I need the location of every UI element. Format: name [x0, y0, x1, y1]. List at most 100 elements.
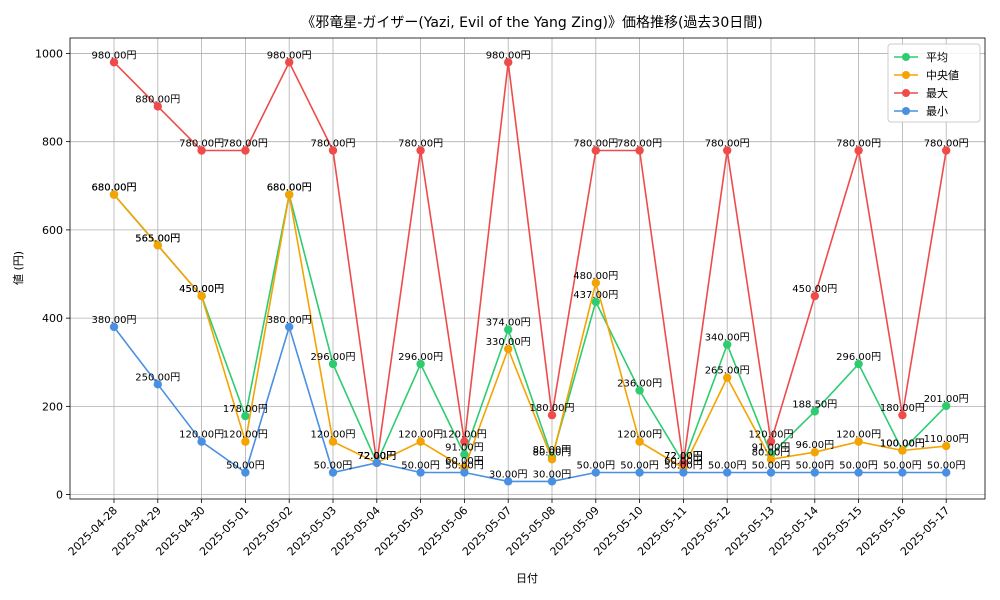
- data-point: [854, 468, 863, 477]
- data-point: [766, 437, 776, 446]
- data-label: 50.00円: [795, 461, 834, 472]
- y-tick-label: 400: [42, 312, 63, 325]
- legend-label: 最大: [926, 86, 948, 100]
- data-point: [591, 297, 600, 307]
- data-label: 980.00円: [92, 50, 137, 61]
- data-label: 250.00円: [135, 372, 180, 383]
- data-label: 780.00円: [223, 138, 268, 149]
- data-point: [460, 450, 469, 459]
- data-point: [810, 468, 819, 477]
- data-label: 330.00円: [486, 337, 531, 348]
- data-label: 120.00円: [223, 430, 268, 441]
- data-label: 50.00円: [839, 461, 878, 472]
- data-label: 72.00円: [357, 451, 396, 462]
- data-label: 565.00円: [135, 233, 180, 244]
- series-layer: [109, 58, 951, 486]
- y-tick-label: 800: [42, 136, 63, 149]
- data-point: [854, 359, 863, 369]
- data-label: 50.00円: [576, 461, 615, 472]
- series-line-1: [113, 194, 947, 470]
- data-label: 980.00円: [486, 50, 531, 61]
- data-label: 296.00円: [836, 352, 881, 363]
- data-label: 72.00円: [664, 451, 703, 462]
- data-label: 120.00円: [836, 430, 881, 441]
- y-tick-label: 200: [42, 400, 63, 413]
- y-axis-label: 値 (円): [12, 251, 25, 285]
- data-point: [416, 359, 425, 369]
- data-label: 60.00円: [664, 456, 703, 467]
- data-label: 50.00円: [314, 461, 353, 472]
- data-point: [679, 458, 688, 468]
- data-point: [153, 102, 162, 111]
- data-point: [504, 477, 513, 486]
- data-label: 980.00円: [267, 50, 312, 61]
- data-label: 178.00円: [223, 404, 268, 415]
- data-point: [504, 344, 513, 354]
- data-label: 450.00円: [179, 284, 224, 295]
- data-label: 85.00円: [533, 445, 572, 456]
- data-label: 120.00円: [398, 430, 443, 441]
- data-label: 96.00円: [795, 440, 834, 451]
- data-point: [460, 437, 469, 446]
- data-label: 50.00円: [883, 461, 922, 472]
- data-point: [591, 468, 600, 477]
- legend-label: 最小: [926, 105, 948, 118]
- data-point: [328, 359, 338, 369]
- data-label: 340.00円: [705, 333, 750, 344]
- legend-marker: [902, 53, 910, 61]
- data-label: 680.00円: [92, 183, 137, 194]
- data-label: 437.00円: [573, 290, 618, 301]
- data-point: [109, 190, 119, 199]
- data-point: [328, 146, 338, 155]
- data-point: [504, 325, 513, 334]
- data-label: 72.00円: [357, 451, 396, 462]
- y-axis-ticks: 0 200 400 600 800 1000: [35, 47, 70, 502]
- data-label: 50.00円: [708, 461, 747, 472]
- legend-marker: [902, 107, 910, 115]
- data-point: [285, 58, 294, 67]
- data-point: [153, 241, 162, 250]
- plot-frame: [69, 37, 986, 500]
- data-point: [723, 468, 732, 477]
- legend-marker: [902, 71, 910, 79]
- data-point: [898, 446, 907, 455]
- data-point: [197, 437, 206, 446]
- data-label: 72.00円: [664, 451, 703, 462]
- data-label: 780.00円: [179, 138, 224, 149]
- data-point: [328, 437, 338, 446]
- data-label: 120.00円: [617, 430, 662, 441]
- data-point: [854, 146, 863, 155]
- data-point: [285, 190, 294, 199]
- data-label: 50.00円: [226, 461, 265, 472]
- data-point: [416, 437, 425, 446]
- data-label: 780.00円: [311, 138, 356, 149]
- data-label: 680.00円: [267, 183, 312, 194]
- data-label: 296.00円: [311, 352, 356, 363]
- data-point: [153, 380, 162, 389]
- data-point: [109, 322, 119, 332]
- data-label: 680.00円: [92, 183, 137, 194]
- data-point: [635, 468, 644, 477]
- data-point: [416, 468, 425, 477]
- data-label: 50.00円: [752, 461, 791, 472]
- data-point: [898, 468, 907, 477]
- data-point: [810, 448, 819, 457]
- data-point: [547, 455, 557, 464]
- legend-marker: [902, 89, 910, 97]
- data-point: [241, 437, 250, 446]
- data-label: 780.00円: [398, 138, 443, 149]
- data-label: 180.00円: [880, 403, 925, 414]
- data-point: [109, 58, 119, 67]
- data-label: 72.00円: [357, 451, 396, 462]
- data-label: 120.00円: [311, 430, 356, 441]
- data-point: [942, 401, 951, 411]
- data-point: [547, 477, 557, 486]
- data-label: 450.00円: [792, 284, 837, 295]
- data-label: 201.00円: [924, 394, 969, 405]
- data-point: [241, 468, 250, 477]
- data-point: [810, 291, 819, 301]
- data-point: [679, 468, 688, 477]
- data-label: 72.00円: [357, 451, 396, 462]
